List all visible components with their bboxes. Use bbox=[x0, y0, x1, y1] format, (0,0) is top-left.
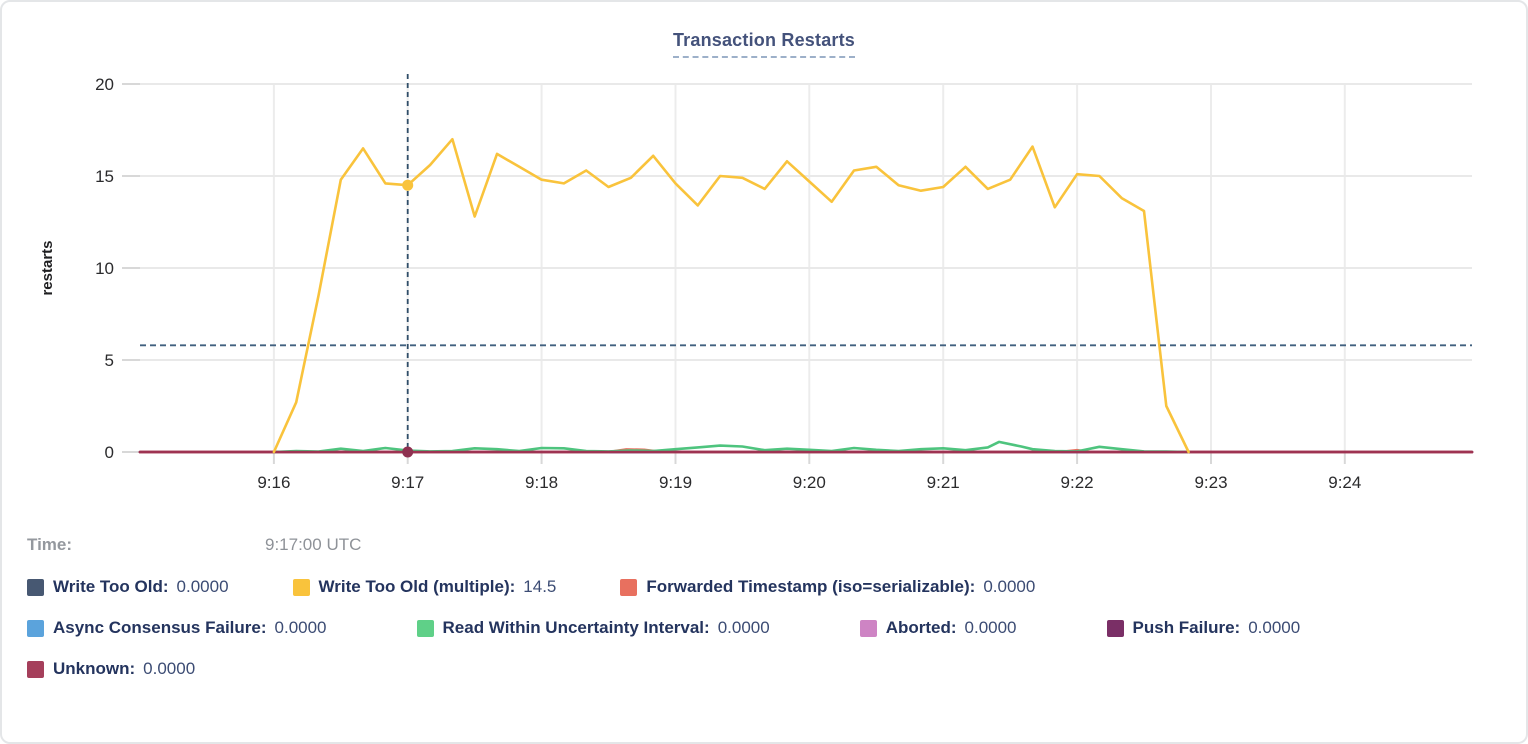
legend-label: Async Consensus Failure: bbox=[53, 618, 267, 637]
legend-row-2: Async Consensus Failure: 0.0000 Read Withi… bbox=[27, 618, 1501, 638]
legend-swatch-icon bbox=[416, 619, 434, 637]
legend-label: Write Too Old (multiple): bbox=[318, 577, 516, 596]
legend-swatch-icon bbox=[1106, 619, 1124, 637]
x-tick-label: 9:24 bbox=[1328, 473, 1361, 492]
y-tick-label: 10 bbox=[95, 259, 114, 278]
legend-value: 14.5 bbox=[523, 577, 557, 596]
chart-legend: Write Too Old: 0.0000 Write Too Old (multi… bbox=[27, 577, 1501, 679]
legend-item-read-within-uncertainty-interval[interactable]: Read Within Uncertainty Interval: 0.0000 bbox=[416, 618, 770, 638]
legend-swatch-icon bbox=[292, 578, 310, 596]
legend-swatch-icon bbox=[620, 578, 638, 596]
y-tick-label: 5 bbox=[105, 351, 114, 370]
legend-label: Write Too Old: bbox=[53, 577, 169, 596]
legend-value: 0.0000 bbox=[717, 618, 770, 637]
legend-swatch-icon bbox=[27, 578, 44, 596]
x-tick-label: 9:16 bbox=[257, 473, 290, 492]
legend-swatch-icon bbox=[27, 619, 44, 637]
legend-row-1: Write Too Old: 0.0000 Write Too Old (multi… bbox=[27, 577, 1501, 597]
legend-row-3: Unknown: 0.0000 bbox=[27, 659, 1501, 679]
x-tick-label: 9:17 bbox=[391, 473, 424, 492]
legend-swatch-icon bbox=[859, 619, 877, 637]
hover-time-label: Time: bbox=[27, 535, 73, 554]
x-tick-label: 9:18 bbox=[525, 473, 558, 492]
y-tick-label: 20 bbox=[95, 75, 114, 94]
legend-label: Unknown: bbox=[53, 659, 136, 678]
x-tick-label: 9:19 bbox=[659, 473, 692, 492]
hover-dot bbox=[402, 446, 414, 458]
legend-value: 0.0000 bbox=[176, 577, 229, 596]
legend-item-async-consensus-failure[interactable]: Async Consensus Failure: 0.0000 bbox=[27, 618, 327, 638]
x-tick-label: 9:23 bbox=[1194, 473, 1227, 492]
x-tick-label: 9:21 bbox=[927, 473, 960, 492]
legend-item-aborted[interactable]: Aborted: 0.0000 bbox=[859, 618, 1017, 638]
legend-swatch-icon bbox=[27, 660, 44, 678]
hover-time-row: Time: 9:17:00 UTC bbox=[27, 535, 1526, 555]
series-line-write-too-old-multiple bbox=[272, 137, 1190, 454]
legend-item-forwarded-timestamp-iso-serializable[interactable]: Forwarded Timestamp (iso=serializable): 0… bbox=[620, 577, 1035, 597]
legend-item-write-too-old[interactable]: Write Too Old: 0.0000 bbox=[27, 577, 229, 597]
y-axis-label: restarts bbox=[39, 240, 56, 295]
y-tick-label: 15 bbox=[95, 167, 114, 186]
x-tick-label: 9:22 bbox=[1061, 473, 1094, 492]
chart-header: Transaction Restarts bbox=[2, 2, 1526, 60]
hover-time-value: 9:17:00 UTC bbox=[265, 535, 362, 554]
legend-value: 0.0000 bbox=[143, 659, 196, 678]
legend-label: Aborted: bbox=[885, 618, 957, 637]
transaction-restarts-chart[interactable]: 9:16 9:17 9:18 9:19 9:20 9:21 9:22 9:23 9:24 0 5 10… bbox=[2, 60, 1528, 505]
legend-item-push-failure[interactable]: Push Failure: 0.0000 bbox=[1106, 618, 1301, 638]
legend-item-write-too-old-multiple[interactable]: Write Too Old (multiple): 14.5 bbox=[292, 577, 557, 597]
legend-label: Forwarded Timestamp (iso=serializable): bbox=[646, 577, 976, 596]
legend-value: 0.0000 bbox=[964, 618, 1017, 637]
y-tick-label: 0 bbox=[105, 443, 114, 462]
legend-value: 0.0000 bbox=[1248, 618, 1301, 637]
legend-item-unknown[interactable]: Unknown: 0.0000 bbox=[27, 659, 195, 679]
legend-label: Push Failure: bbox=[1132, 618, 1241, 637]
hover-dot bbox=[402, 179, 414, 191]
legend-value: 0.0000 bbox=[274, 618, 327, 637]
legend-value: 0.0000 bbox=[983, 577, 1036, 596]
legend-label: Read Within Uncertainty Interval: bbox=[442, 618, 710, 637]
x-tick-label: 9:20 bbox=[793, 473, 826, 492]
chart-title[interactable]: Transaction Restarts bbox=[672, 30, 856, 58]
